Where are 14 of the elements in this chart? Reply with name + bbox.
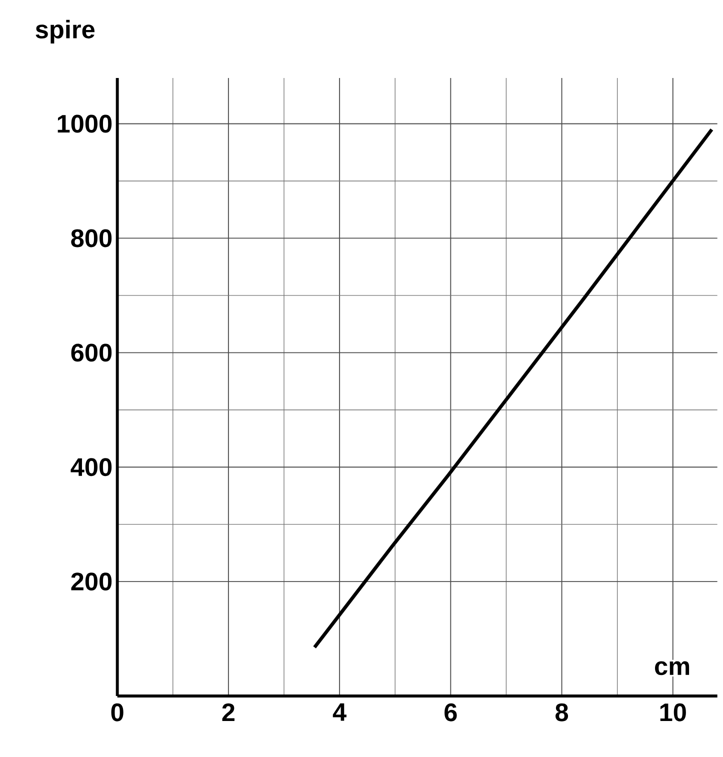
x-tick-label: 8: [556, 703, 568, 722]
y-tick-label: 1000: [58, 114, 112, 133]
y-axis-title: spire: [36, 20, 95, 44]
x-tick-label: 6: [444, 703, 457, 722]
y-tick-label: 600: [71, 344, 112, 362]
x-tick-label: 2: [222, 703, 234, 722]
x-tick-label: 10: [660, 703, 686, 722]
y-tick-label: 200: [71, 572, 112, 591]
x-tick-label: 0: [111, 703, 124, 722]
y-tick-label: 400: [70, 458, 112, 476]
line-series: [312, 128, 714, 650]
y-tick-label: 800: [71, 229, 112, 248]
x-axis-title: cm: [655, 661, 690, 676]
x-tick-label: 4: [332, 703, 346, 721]
